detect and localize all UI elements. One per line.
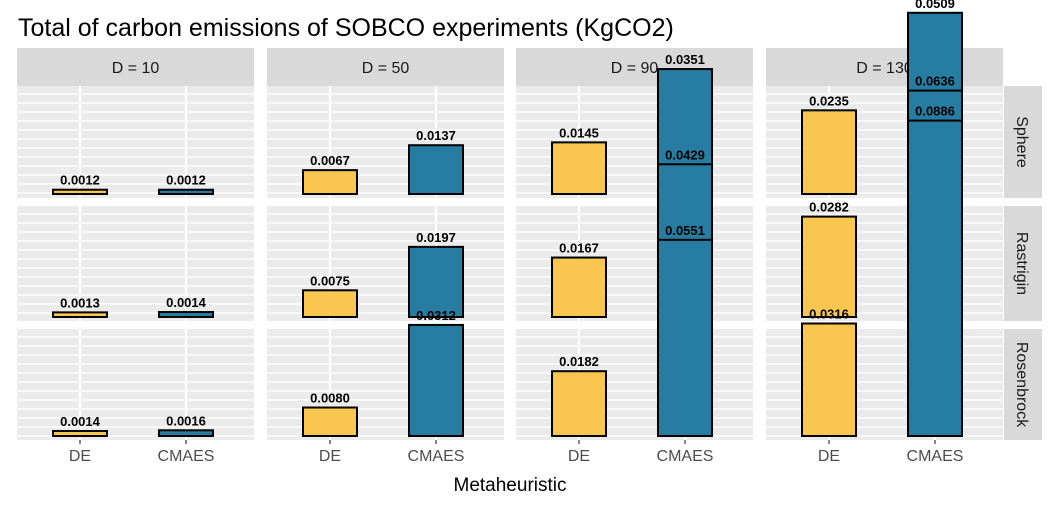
- data-label: 0.0312: [416, 308, 456, 323]
- panel-background: [17, 86, 254, 198]
- x-tick-label: DE: [69, 448, 91, 465]
- data-label: 0.0012: [60, 173, 100, 188]
- column-strip-label: D = 90: [611, 60, 659, 77]
- row-strip-label: Rosenbrock: [1013, 342, 1030, 428]
- bar-cmaes: [408, 245, 464, 318]
- data-label: 0.0145: [559, 125, 599, 140]
- bar-de: [551, 141, 607, 196]
- bar-de: [801, 322, 857, 437]
- bar-de: [52, 311, 108, 319]
- bar-de: [801, 215, 857, 318]
- x-axis-title: Metaheuristic: [454, 475, 567, 496]
- bar-cmaes: [408, 323, 464, 438]
- data-label: 0.0067: [310, 153, 350, 168]
- data-label: 0.0075: [310, 273, 350, 288]
- data-label: 0.0235: [809, 93, 849, 108]
- row-strip: [1004, 86, 1042, 198]
- data-label: 0.0351: [665, 52, 705, 67]
- x-tick-label: CMAES: [158, 448, 215, 465]
- data-label: 0.0197: [416, 230, 456, 245]
- bar-de: [52, 430, 108, 437]
- bar-de: [551, 370, 607, 438]
- data-label: 0.0016: [166, 413, 206, 428]
- row-strip: [1004, 329, 1042, 440]
- data-label: 0.0316: [809, 307, 849, 322]
- x-tick-label: DE: [319, 448, 341, 465]
- data-label: 0.0282: [809, 200, 849, 215]
- column-strip: [766, 48, 1003, 86]
- bar-de: [52, 188, 108, 195]
- bar-cmaes: [657, 238, 713, 437]
- bar-de: [801, 109, 857, 195]
- x-tick-label: DE: [818, 448, 840, 465]
- x-tick-label: CMAES: [408, 448, 465, 465]
- data-label: 0.0551: [665, 223, 705, 238]
- column-strip-label: D = 10: [112, 60, 160, 77]
- x-tick-label: CMAES: [657, 448, 714, 465]
- panels: D = 10 D = 50 D = 90 D = 130 Sphere Rastrigin…: [17, 0, 1042, 465]
- panel-background: [17, 206, 254, 321]
- chart-title: Total of carbon emissions of SOBCO exper…: [18, 14, 674, 42]
- data-label: 0.0137: [416, 128, 456, 143]
- data-label: 0.0014: [166, 295, 207, 310]
- data-label: 0.0509: [915, 0, 955, 11]
- bar-de: [551, 256, 607, 319]
- column-strip: [267, 48, 504, 86]
- data-label: 0.0429: [665, 147, 705, 162]
- column-strip-label: D = 50: [362, 60, 410, 77]
- data-label: 0.0013: [60, 295, 100, 310]
- row-strip-label: Sphere: [1013, 116, 1030, 168]
- data-label: 0.0182: [559, 354, 599, 369]
- panel-background: [17, 329, 254, 440]
- column-strip: [17, 48, 254, 86]
- data-label: 0.0636: [915, 74, 955, 89]
- bar-cmaes: [158, 311, 214, 318]
- bar-de: [302, 289, 358, 318]
- bar-de: [302, 169, 358, 195]
- column-strip: [516, 48, 753, 86]
- column-strip-label: D = 130: [856, 60, 913, 77]
- bar-cmaes: [408, 144, 464, 195]
- data-label: 0.0167: [559, 241, 599, 256]
- data-label: 0.0080: [310, 391, 350, 406]
- x-tick-label: DE: [568, 448, 590, 465]
- row-strip-label: Rastrigin: [1013, 232, 1030, 295]
- bar-cmaes: [158, 429, 214, 437]
- data-label: 0.0012: [166, 173, 206, 188]
- bar-cmaes: [158, 188, 214, 195]
- bar-cmaes: [907, 119, 963, 437]
- x-tick-label: CMAES: [907, 448, 964, 465]
- row-strip: [1004, 206, 1042, 321]
- bar-de: [302, 406, 358, 437]
- data-label: 0.0014: [60, 414, 101, 429]
- data-label: 0.0886: [915, 104, 955, 119]
